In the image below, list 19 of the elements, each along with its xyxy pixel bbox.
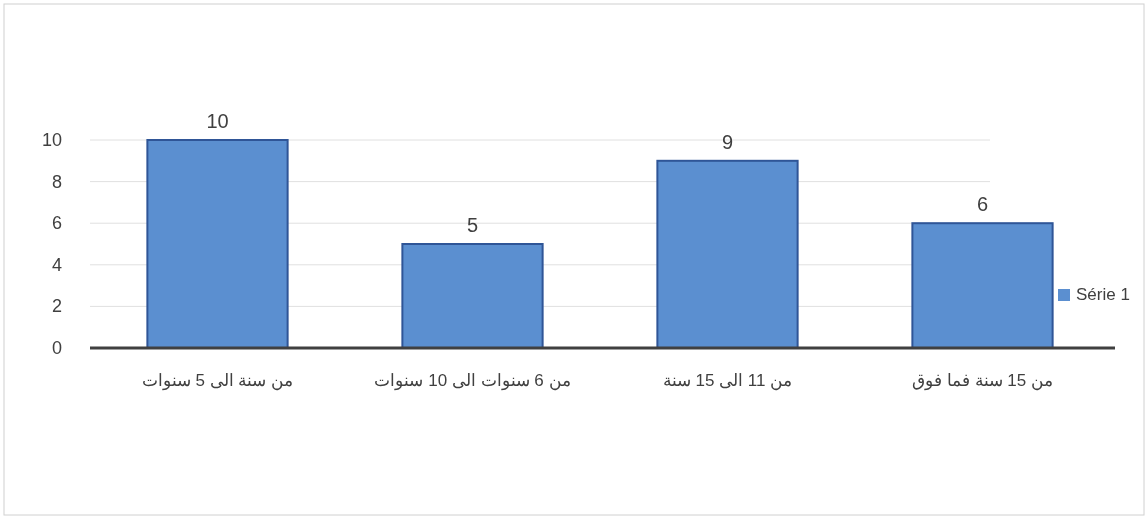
x-tick-label: من سنة الى 5 سنوات — [141, 371, 294, 391]
data-label: 10 — [206, 110, 229, 132]
legend-label: Série 1 — [1076, 285, 1130, 304]
y-tick-label: 8 — [51, 171, 62, 192]
x-tick-label: من 15 سنة فما فوق — [912, 371, 1053, 391]
y-tick-label: 0 — [51, 338, 62, 358]
bar — [911, 222, 1054, 349]
y-tick-label: 10 — [41, 130, 62, 150]
bar — [146, 139, 289, 349]
data-label: 9 — [721, 130, 734, 153]
y-tick-label: 6 — [51, 213, 62, 234]
data-label: 6 — [976, 193, 989, 216]
x-tick-label: من 6 سنوات الى 10 سنوات — [374, 371, 571, 391]
x-tick-label: من 11 الى 15 سنة — [662, 371, 793, 391]
bar — [656, 159, 799, 349]
bar — [401, 243, 544, 349]
y-tick-label: 4 — [51, 254, 62, 275]
y-tick-label: 2 — [51, 296, 62, 317]
data-label: 5 — [466, 214, 479, 236]
